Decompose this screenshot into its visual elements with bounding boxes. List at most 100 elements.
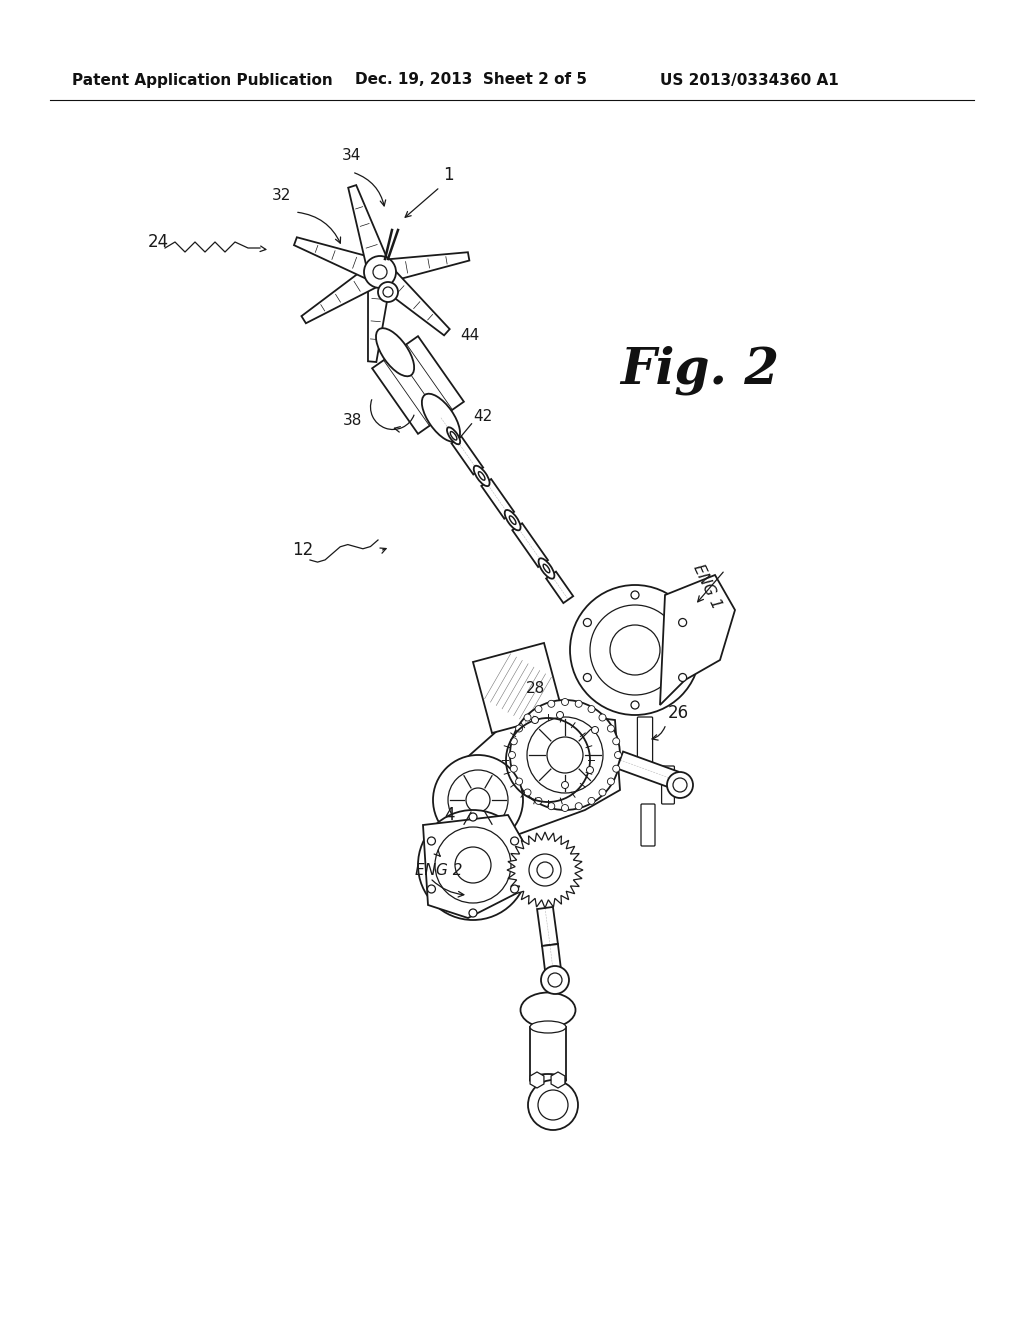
Circle shape	[561, 804, 568, 812]
Text: 12: 12	[292, 541, 313, 558]
Polygon shape	[546, 572, 573, 603]
Circle shape	[599, 789, 606, 796]
Text: 28: 28	[526, 681, 545, 696]
Polygon shape	[551, 1072, 565, 1088]
Polygon shape	[378, 252, 469, 284]
Circle shape	[535, 797, 542, 804]
Circle shape	[592, 726, 598, 734]
Ellipse shape	[640, 718, 650, 762]
Circle shape	[427, 884, 435, 894]
Circle shape	[516, 725, 522, 733]
Ellipse shape	[505, 510, 520, 531]
Circle shape	[548, 803, 555, 809]
Circle shape	[570, 585, 700, 715]
Text: ENG 2: ENG 2	[415, 863, 463, 878]
Circle shape	[561, 698, 568, 705]
Circle shape	[612, 738, 620, 744]
Circle shape	[561, 781, 568, 788]
Circle shape	[607, 725, 614, 733]
Circle shape	[469, 909, 477, 917]
Circle shape	[588, 797, 595, 804]
Circle shape	[466, 788, 490, 812]
Text: 44: 44	[460, 327, 479, 343]
Ellipse shape	[446, 428, 460, 445]
Circle shape	[418, 810, 528, 920]
Text: 32: 32	[272, 187, 292, 203]
Circle shape	[528, 1080, 578, 1130]
Polygon shape	[423, 814, 528, 917]
Circle shape	[427, 837, 435, 845]
Text: 34: 34	[342, 148, 361, 162]
Circle shape	[364, 256, 396, 288]
Circle shape	[607, 777, 614, 785]
Circle shape	[378, 282, 398, 302]
Ellipse shape	[478, 471, 485, 480]
Circle shape	[584, 619, 592, 627]
Text: 38: 38	[343, 413, 362, 428]
Circle shape	[556, 711, 563, 718]
Text: ENG 1: ENG 1	[690, 561, 724, 611]
Circle shape	[575, 803, 583, 809]
Ellipse shape	[422, 393, 460, 442]
Text: 24: 24	[148, 234, 169, 251]
Circle shape	[588, 706, 595, 713]
Polygon shape	[294, 238, 384, 284]
Circle shape	[469, 813, 477, 821]
Circle shape	[531, 717, 539, 723]
Circle shape	[524, 789, 531, 796]
Polygon shape	[473, 643, 563, 733]
Circle shape	[541, 966, 569, 994]
Polygon shape	[530, 1072, 544, 1088]
FancyBboxPatch shape	[662, 766, 675, 804]
Text: Dec. 19, 2013  Sheet 2 of 5: Dec. 19, 2013 Sheet 2 of 5	[355, 73, 587, 87]
Circle shape	[510, 700, 620, 810]
Circle shape	[612, 766, 620, 772]
Polygon shape	[481, 479, 514, 519]
Circle shape	[614, 751, 622, 759]
Circle shape	[679, 673, 687, 681]
Circle shape	[548, 701, 555, 708]
Polygon shape	[616, 751, 678, 788]
Ellipse shape	[643, 805, 653, 845]
Polygon shape	[372, 263, 450, 335]
Ellipse shape	[376, 329, 414, 376]
Circle shape	[509, 751, 515, 759]
Circle shape	[516, 777, 522, 785]
Circle shape	[584, 673, 592, 681]
Polygon shape	[537, 907, 558, 946]
Polygon shape	[507, 832, 583, 908]
Ellipse shape	[520, 993, 575, 1027]
Text: US 2013/0334360 A1: US 2013/0334360 A1	[660, 73, 839, 87]
Ellipse shape	[530, 1020, 566, 1034]
Circle shape	[510, 738, 517, 744]
Text: Fig. 2: Fig. 2	[620, 346, 779, 395]
Polygon shape	[372, 337, 464, 434]
Polygon shape	[301, 261, 386, 323]
Text: 1: 1	[443, 166, 454, 183]
Ellipse shape	[474, 466, 489, 486]
Text: 26: 26	[668, 704, 689, 722]
Circle shape	[535, 706, 542, 713]
Ellipse shape	[543, 564, 550, 573]
Circle shape	[524, 714, 531, 721]
Circle shape	[529, 854, 561, 886]
Circle shape	[599, 714, 606, 721]
Polygon shape	[512, 523, 548, 568]
Text: 4: 4	[444, 807, 455, 824]
Ellipse shape	[451, 432, 457, 440]
Polygon shape	[542, 944, 561, 972]
Circle shape	[373, 265, 387, 279]
Circle shape	[510, 766, 517, 772]
Circle shape	[679, 619, 687, 627]
Circle shape	[511, 837, 518, 845]
Polygon shape	[660, 576, 735, 705]
Circle shape	[575, 701, 583, 708]
FancyBboxPatch shape	[641, 804, 655, 846]
Ellipse shape	[664, 767, 673, 803]
Circle shape	[547, 737, 583, 774]
Circle shape	[433, 755, 523, 845]
Circle shape	[587, 767, 594, 774]
Polygon shape	[348, 185, 391, 276]
Polygon shape	[436, 710, 620, 840]
Circle shape	[631, 591, 639, 599]
